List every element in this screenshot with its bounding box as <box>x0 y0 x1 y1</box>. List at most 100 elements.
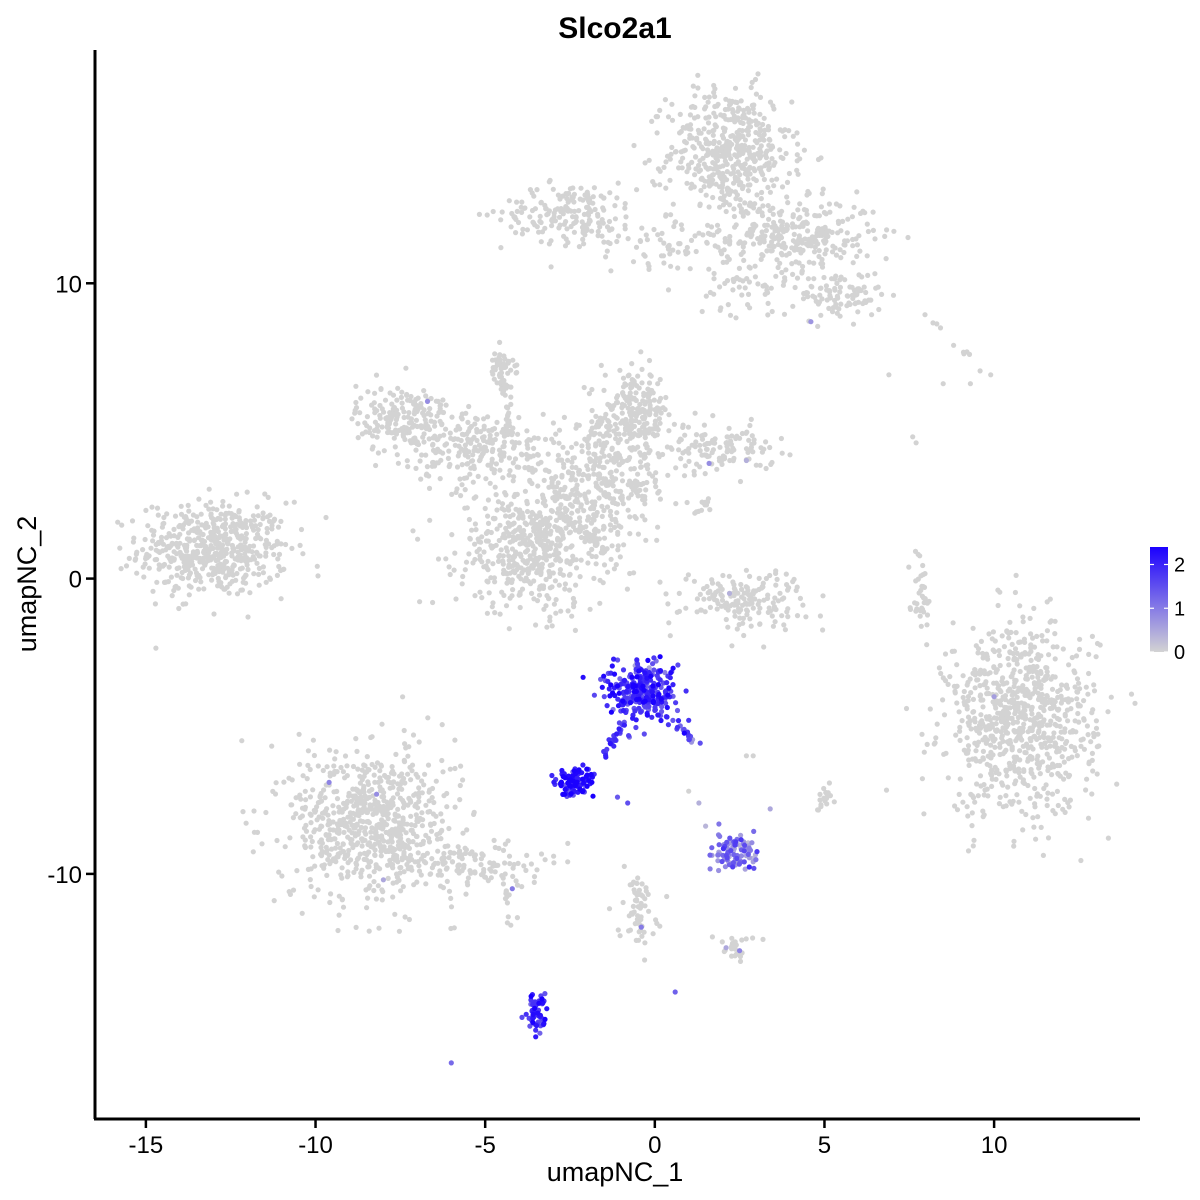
cell-point <box>513 370 519 376</box>
cell-point <box>245 566 251 573</box>
cell-point <box>534 498 541 505</box>
cell-point <box>182 545 188 551</box>
cell-point <box>529 190 535 196</box>
cell-point <box>541 477 547 483</box>
cell-point <box>416 785 422 791</box>
cell-point <box>694 461 700 467</box>
cell-point <box>738 119 744 126</box>
cell-point <box>531 435 537 441</box>
cell-point <box>1039 698 1046 704</box>
cell-point <box>437 476 443 482</box>
cell-point <box>1017 603 1023 609</box>
cell-point <box>757 126 763 132</box>
cell-point <box>516 414 522 421</box>
cell-point <box>564 450 571 456</box>
cell-point <box>1016 799 1022 805</box>
chart-title: Slco2a1 <box>558 12 671 45</box>
cell-point <box>1020 614 1026 620</box>
cell-point <box>185 502 191 508</box>
cell-point <box>652 479 658 485</box>
cell-point <box>630 259 637 265</box>
cell-point <box>599 503 605 509</box>
cell-point <box>682 463 688 469</box>
cell-point <box>676 241 682 247</box>
cell-point <box>953 732 959 738</box>
cell-point <box>1105 835 1111 841</box>
cell-point <box>1059 754 1065 760</box>
cell-point <box>524 542 530 548</box>
cell-point <box>755 120 762 126</box>
cell-point <box>595 424 602 430</box>
cell-point <box>840 218 846 224</box>
cell-point <box>782 277 788 283</box>
cell-point <box>487 432 493 438</box>
cell-point <box>557 558 563 564</box>
cell-point <box>756 598 762 604</box>
cell-point <box>498 245 504 251</box>
cell-point <box>654 537 660 543</box>
cell-point <box>183 514 189 520</box>
cell-point <box>1077 686 1083 692</box>
cell-point <box>196 586 202 592</box>
cell-point <box>771 183 777 189</box>
cell-point <box>200 557 206 563</box>
cell-point <box>327 861 333 867</box>
cell-point <box>221 532 227 538</box>
cell-point <box>736 135 743 141</box>
cell-point <box>215 557 221 563</box>
cell-point <box>767 444 773 451</box>
cell-point <box>723 616 729 623</box>
cell-point <box>488 529 494 536</box>
cell-point <box>534 515 540 521</box>
cell-point <box>134 570 140 576</box>
cell-point <box>1083 787 1089 793</box>
cell-point <box>606 218 613 225</box>
cell-point <box>1013 630 1019 636</box>
cell-point <box>324 850 330 856</box>
cell-point <box>726 146 732 152</box>
cell-point <box>794 613 801 619</box>
cell-point <box>600 526 607 532</box>
cell-point <box>601 492 607 498</box>
cell-point <box>805 276 812 282</box>
cell-point <box>1048 764 1054 771</box>
cell-point <box>204 554 210 560</box>
cell-point <box>769 224 775 230</box>
cell-point <box>934 721 940 727</box>
cell-point <box>954 683 960 689</box>
cell-point <box>739 115 746 121</box>
cell-point <box>491 467 498 473</box>
cell-point <box>811 260 817 266</box>
cell-point <box>536 229 542 235</box>
cell-point <box>647 426 653 432</box>
cell-point <box>966 757 972 763</box>
cell-point <box>1065 718 1071 724</box>
cell-point <box>345 860 351 866</box>
cell-point <box>443 402 449 408</box>
cell-point <box>729 433 735 439</box>
cell-point <box>472 556 478 563</box>
cell-point <box>593 483 600 489</box>
cell-point <box>452 436 458 442</box>
cell-point <box>365 895 371 901</box>
cell-point <box>802 290 809 297</box>
cell-point <box>942 651 949 657</box>
cell-point <box>1041 707 1047 714</box>
cell-point <box>622 421 628 427</box>
cell-point <box>1033 836 1039 842</box>
cell-point <box>278 541 284 547</box>
cell-point <box>770 103 776 109</box>
cell-point <box>743 567 750 573</box>
cell-point <box>960 799 966 805</box>
cell-point <box>707 165 713 171</box>
cell-point <box>320 815 326 821</box>
cell-point <box>437 403 443 409</box>
cell-point <box>330 803 336 809</box>
cell-point <box>542 436 549 442</box>
cell-point <box>1105 709 1111 715</box>
cell-point <box>1021 768 1027 775</box>
cell-point <box>246 548 252 554</box>
cell-point <box>905 234 911 241</box>
cell-point <box>497 611 503 617</box>
cell-point <box>980 704 986 710</box>
